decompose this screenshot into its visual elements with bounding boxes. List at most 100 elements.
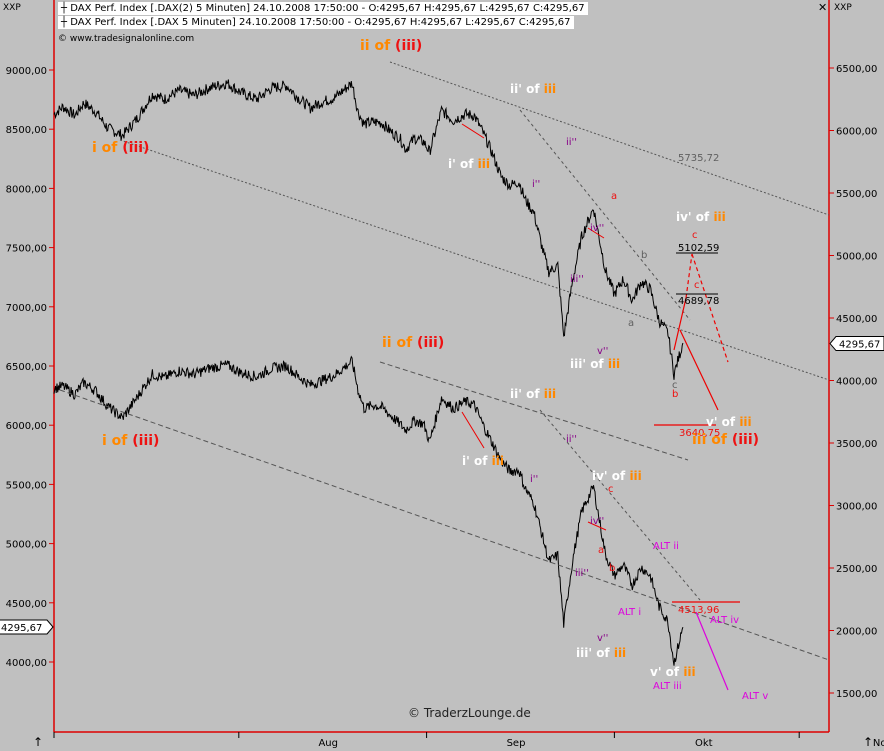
wave-label-upper: a <box>628 318 634 329</box>
upper-projection-line-3 <box>685 253 693 299</box>
wave-label-part: iv'' <box>590 223 604 234</box>
wave-label-part: ALT v <box>742 691 768 702</box>
wave-label-lower: c <box>608 484 614 495</box>
right-tick-label: 5000,00 <box>836 252 877 263</box>
left-tick-label: 4500,00 <box>6 599 47 610</box>
wave-label-part: ALT ii <box>653 541 679 552</box>
wave-label-part: iii <box>735 415 752 429</box>
wave-label-part: c <box>692 230 698 241</box>
wave-label-part: 5102,59 <box>678 243 719 254</box>
legend-line-2: ┼ DAX Perf. Index [.DAX 5 Minuten] 24.10… <box>58 16 574 29</box>
right-tick-label: 3000,00 <box>836 502 877 513</box>
wave-label-part: iv' of <box>676 210 710 224</box>
right-tick-label: 3500,00 <box>836 439 877 450</box>
wave-label-part: b <box>609 563 615 574</box>
left-tick-label: 9000,00 <box>6 66 47 77</box>
right-tick-label: 5500,00 <box>836 189 877 200</box>
right-axis-name: XXP <box>834 3 852 13</box>
right-current-value-box <box>829 336 884 352</box>
wave-label-upper: b <box>641 250 647 261</box>
wave-label-upper: iii'' <box>570 274 584 285</box>
wave-label-lower: ALT iii <box>653 681 682 692</box>
wave-label-part: 4689,78 <box>678 296 719 307</box>
wave-label-part: c <box>694 280 700 291</box>
close-icon[interactable]: ✕ <box>818 1 828 14</box>
right-tick-label: 1500,00 <box>836 689 877 700</box>
wave-label-part: iii of <box>692 432 728 448</box>
right-tick-label: 4000,00 <box>836 377 877 388</box>
wave-label-part: b <box>641 250 647 261</box>
upper-small-red-2 <box>587 227 605 239</box>
wave-label-part: iii' of <box>570 357 604 371</box>
wave-label-upper: c <box>692 230 698 241</box>
left-tick-label: 6500,00 <box>6 362 47 373</box>
wave-label-part: v' of <box>650 665 680 679</box>
left-tick-label: 6000,00 <box>6 421 47 432</box>
wave-label-upper: v' of iii <box>706 415 752 429</box>
wave-label-part: iii <box>604 357 621 371</box>
wave-label-lower: ALT iv <box>710 615 739 626</box>
wave-label-part: iv'' <box>590 516 604 527</box>
wave-label-lower: 4513,96 <box>678 605 719 616</box>
wave-label-part: 4513,96 <box>678 605 719 616</box>
wave-label-lower: ALT i <box>618 607 641 618</box>
wave-label-part: ii' of <box>510 82 540 96</box>
wave-label-upper: 5102,59 <box>678 243 719 254</box>
upper-projection-line-2 <box>673 297 687 351</box>
wave-label-part: iii <box>610 646 627 660</box>
left-current-value: 4295,67 <box>0 619 54 635</box>
wave-label-part: ALT iii <box>653 681 682 692</box>
wave-label-lower: v'' <box>597 633 608 644</box>
right-current-value-label: 4295,67 <box>839 340 880 351</box>
left-tick-label: 7500,00 <box>6 244 47 255</box>
wave-label-part: a <box>611 191 617 202</box>
left-axis-name: XXP <box>3 3 21 13</box>
wave-label-part: c <box>672 380 678 391</box>
legend-marker-icon: ┼ <box>61 17 71 28</box>
wave-label-lower: iv' of iii <box>592 469 642 483</box>
price-line-upper <box>53 79 684 380</box>
wave-label-lower: ii'' <box>566 434 577 445</box>
wave-label-part: ii'' <box>566 434 577 445</box>
wave-label-part: i of <box>92 140 118 156</box>
left-tick-label: 5000,00 <box>6 540 47 551</box>
x-tick-label: Sep <box>507 738 526 749</box>
lower-wave-guide <box>539 409 701 601</box>
wave-label-upper: v'' <box>597 346 608 357</box>
wave-label-part: (iii) <box>412 335 444 351</box>
wave-label-part: iv' of <box>592 469 626 483</box>
wave-label-part: c <box>608 484 614 495</box>
left-tick-label: 8500,00 <box>6 125 47 136</box>
wave-label-part: i' of <box>462 454 488 468</box>
wave-label-part: (iii) <box>117 140 149 156</box>
wave-label-upper: iv' of iii <box>676 210 726 224</box>
upper-projection-line-1 <box>679 329 719 411</box>
wave-label-lower: i of (iii) <box>102 433 159 449</box>
watermark: © TraderzLounge.de <box>408 706 531 720</box>
left-tick-label: 5500,00 <box>6 480 47 491</box>
wave-label-part: i of <box>102 433 128 449</box>
right-tick-label: 6000,00 <box>836 127 877 138</box>
wave-label-upper: i'' <box>532 179 540 190</box>
wave-label-lower: ALT v <box>742 691 768 702</box>
source-note: © www.tradesignalonline.com <box>58 34 195 44</box>
wave-label-lower: a <box>598 545 604 556</box>
wave-label-lower: v' of iii <box>650 665 696 679</box>
wave-label-part: ii of <box>382 335 413 351</box>
wave-label-upper: ii'' <box>566 137 577 148</box>
wave-label-part: iii <box>540 387 557 401</box>
wave-label-part: 3640,75 <box>679 428 720 439</box>
lower-upper-channel-line <box>379 361 689 461</box>
lower-small-red-2 <box>587 521 607 531</box>
wave-label-part: iii'' <box>570 274 584 285</box>
wave-label-upper: 3640,75 <box>679 428 720 439</box>
wave-label-part: ALT i <box>618 607 641 618</box>
wave-label-upper: ii of (iii) <box>360 38 422 54</box>
wave-label-upper: iii of (iii) <box>692 432 759 448</box>
left-tick-label: 4000,00 <box>6 658 47 669</box>
wave-label-part: (iii) <box>727 432 759 448</box>
wave-label-part: ii'' <box>566 137 577 148</box>
wave-label-lower: i'' <box>530 474 538 485</box>
wave-label-part: i' of <box>448 157 474 171</box>
